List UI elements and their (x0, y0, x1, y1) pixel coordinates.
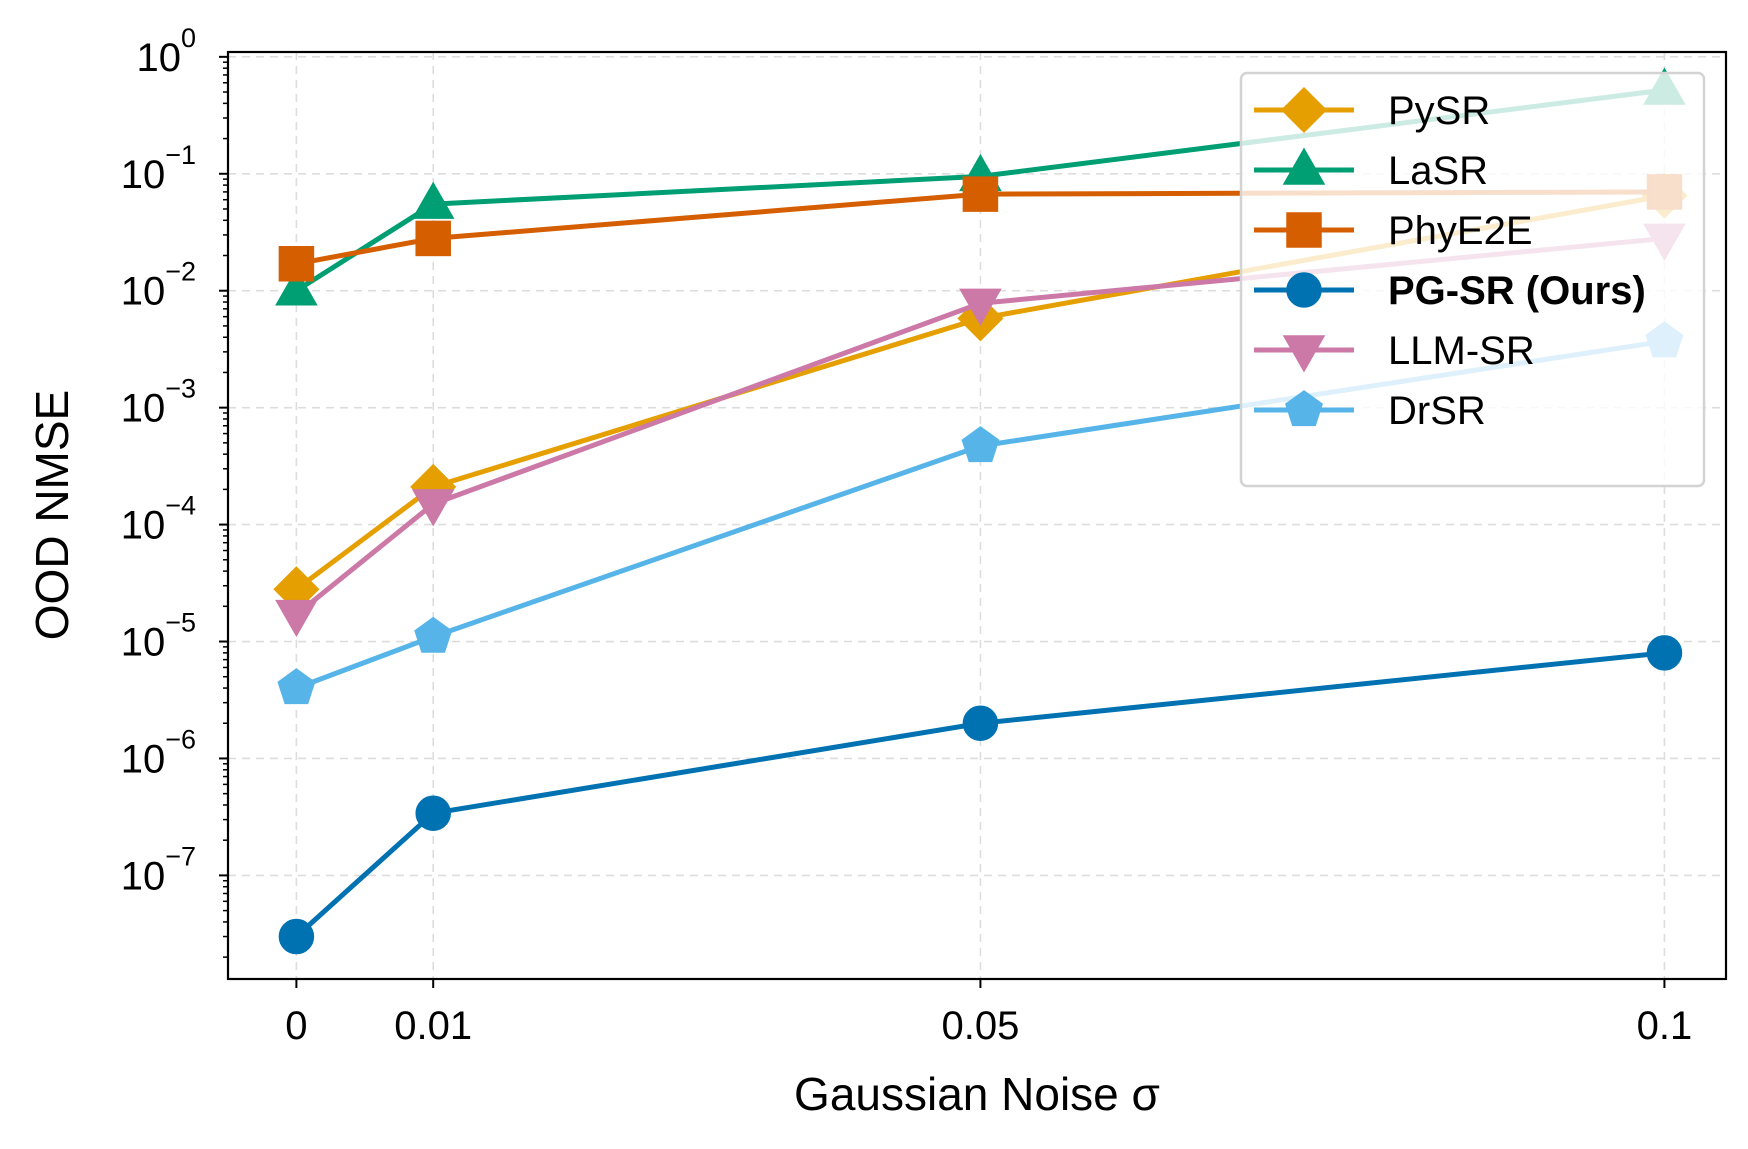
y-tick-label: 10−3 (121, 374, 196, 431)
data-point (962, 705, 999, 742)
series-line (294, 650, 1665, 939)
data-point (278, 246, 315, 282)
legend-label: DrSR (1388, 389, 1486, 433)
x-tick-label: 0.01 (394, 1004, 472, 1048)
legend-entry: LLM-SR (1254, 329, 1535, 373)
data-point (1646, 635, 1683, 671)
legend-entry: PhyE2E (1254, 209, 1533, 253)
y-tick-label: 10−4 (121, 491, 196, 548)
plot-frame (226, 50, 1728, 981)
y-tick-label: 10−7 (121, 841, 196, 898)
x-tick-label: 0.05 (941, 1004, 1019, 1048)
legend-label: PySR (1388, 89, 1490, 133)
legend-label: PG-SR (Ours) (1388, 269, 1646, 313)
y-tick-label: 10−1 (121, 140, 196, 197)
legend-marker (1286, 212, 1322, 248)
data-point (278, 918, 315, 955)
axes: 0 0.01 0.05 0.1 10−7 10−6 10−5 10−4 10−3 10−2 10−1… (121, 23, 1693, 1048)
data-point (959, 288, 1002, 326)
legend-marker (1280, 86, 1328, 134)
y-axis-label: OOD NMSE (26, 390, 78, 640)
data-point (411, 489, 455, 527)
y-tick-label: 10−5 (121, 608, 196, 665)
legend-label: PhyE2E (1388, 209, 1533, 253)
legend-entry: PG-SR (Ours) (1254, 269, 1646, 313)
legend-label: LLM-SR (1388, 329, 1535, 373)
y-tick-label: 100 (136, 23, 196, 80)
y-tick-label: 10−6 (121, 724, 196, 781)
legend-marker (1282, 335, 1326, 373)
data-point (275, 599, 318, 638)
legend-label: LaSR (1388, 149, 1488, 193)
legend-marker (1285, 390, 1323, 427)
legend-entry: DrSR (1254, 389, 1486, 433)
series-pg-sr-ours (278, 635, 1683, 955)
x-tick-label: 0 (285, 1004, 307, 1048)
x-tick-label: 0.1 (1637, 1004, 1693, 1048)
data-point (961, 426, 1000, 463)
legend-entry: LaSR (1254, 147, 1488, 193)
legend-entry: PySR (1254, 86, 1490, 134)
data-point (414, 616, 453, 653)
data-point (277, 668, 316, 705)
data-point (962, 176, 999, 212)
data-point (275, 268, 318, 306)
data-point (415, 795, 451, 831)
data-point (415, 220, 451, 257)
x-axis-label: Gaussian Noise σ (794, 1068, 1160, 1120)
legend-box (1239, 71, 1706, 488)
legend-marker (1282, 147, 1326, 185)
legend-marker (1286, 272, 1322, 308)
legend: PySR LaSR PhyE2E PG-SR (Ours) LLM-SR DrSR (1239, 71, 1706, 488)
y-tick-label: 10−2 (121, 257, 196, 314)
data-point (411, 181, 455, 219)
